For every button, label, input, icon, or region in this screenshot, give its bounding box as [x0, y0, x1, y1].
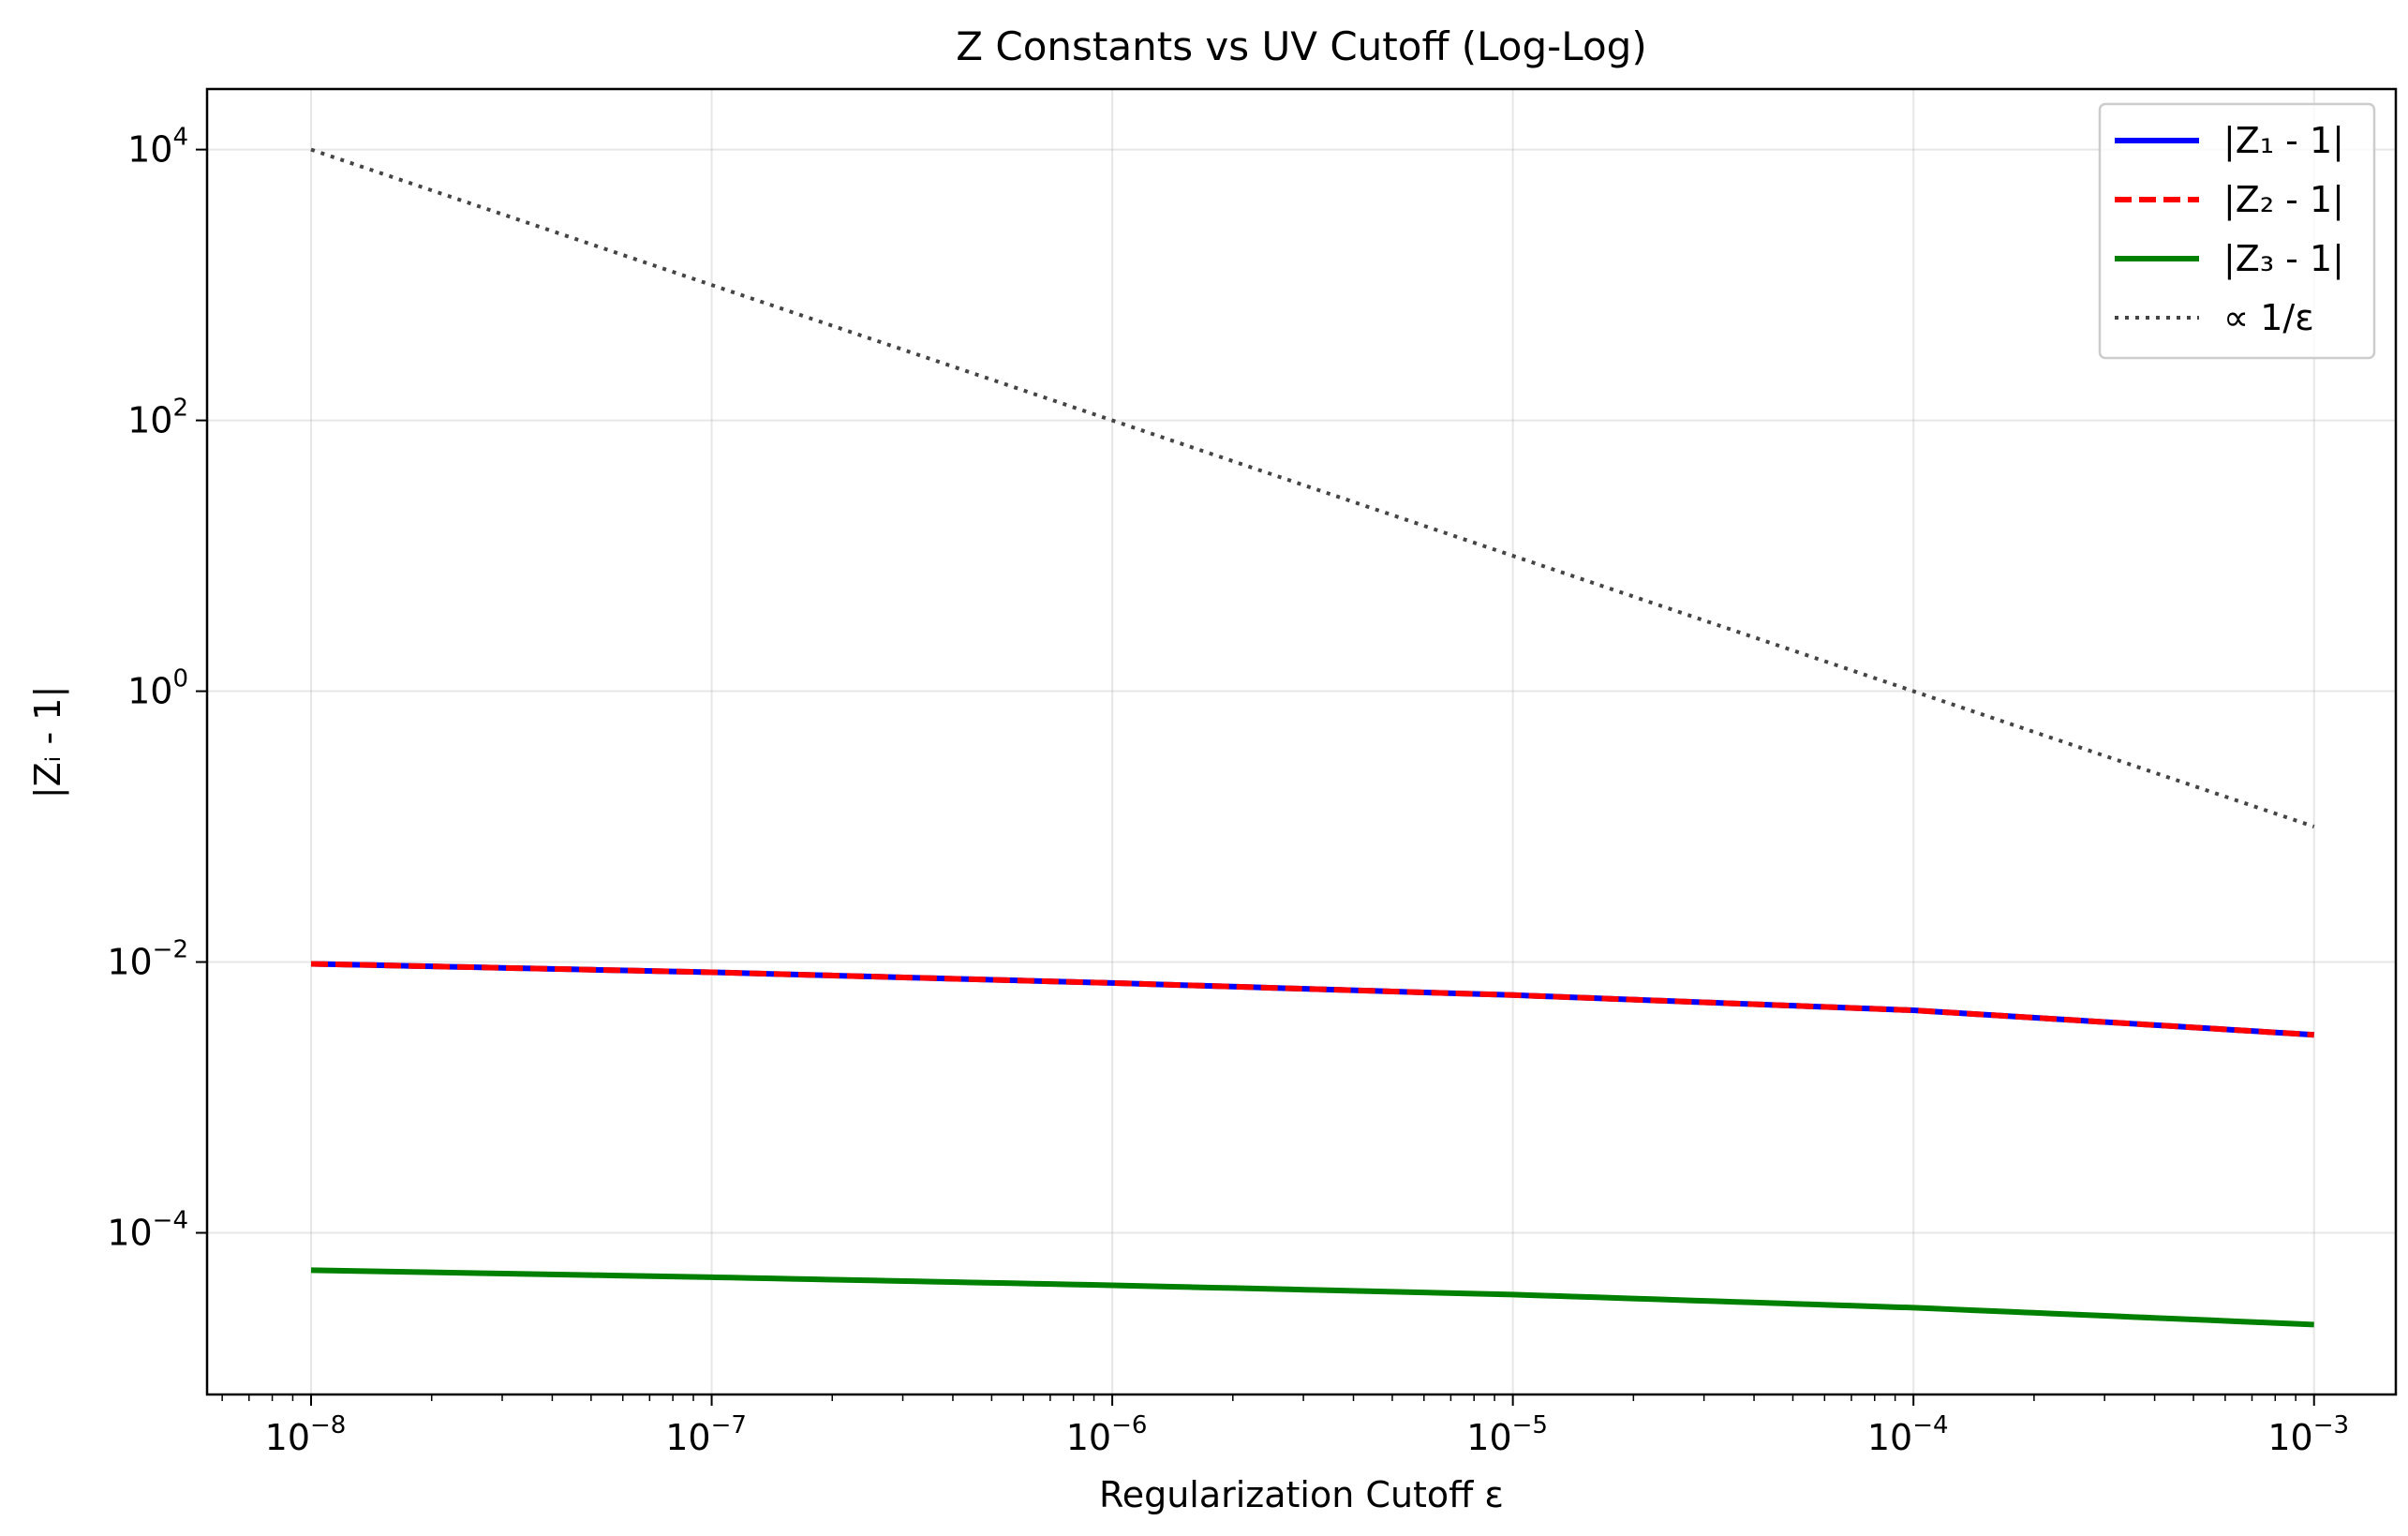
- series-line-4: [310, 147, 2315, 828]
- x-tick-label: 10−6: [1066, 1411, 1148, 1458]
- legend-label-1: |Z₁ - 1|: [2223, 120, 2344, 162]
- plot-frame: [205, 87, 2398, 1396]
- legend-label-2: |Z₂ - 1|: [2223, 179, 2344, 221]
- y-axis-label: |Zᵢ - 1|: [27, 686, 69, 798]
- series-line-3: [310, 1267, 2314, 1328]
- legend-label-3: |Z₃ - 1|: [2223, 238, 2344, 280]
- series-line-2: [310, 961, 2314, 1038]
- x-tick-label: 10−4: [1867, 1411, 1949, 1458]
- y-tick-label: 10−4: [107, 1207, 188, 1254]
- x-tick-label: 10−3: [2267, 1411, 2349, 1458]
- x-axis-label: Regularization Cutoff ε: [1099, 1474, 1504, 1515]
- legend-label-4: ∝ 1/ε: [2223, 297, 2314, 338]
- y-tick-label: 100: [127, 665, 188, 712]
- x-tick-label: 10−8: [265, 1411, 347, 1458]
- x-tick-label: 10−5: [1466, 1411, 1548, 1458]
- y-tick-label: 104: [127, 124, 188, 171]
- series-lines: [310, 147, 2315, 1328]
- legend-box: [2098, 102, 2376, 360]
- axis-ticks: 10−8 10−7 10−6 10−5 10−4 10−3 10−4 10−2 100 102 10…: [107, 124, 2349, 1458]
- y-tick-label: 102: [127, 395, 188, 441]
- legend: |Z₁ - 1| |Z₂ - 1| |Z₃ - 1| ∝ 1/ε: [2098, 102, 2376, 360]
- x-tick-label: 10−7: [665, 1411, 747, 1458]
- chart-title: Z Constants vs UV Cutoff (Log-Log): [956, 23, 1646, 69]
- y-tick-label: 10−2: [107, 936, 188, 983]
